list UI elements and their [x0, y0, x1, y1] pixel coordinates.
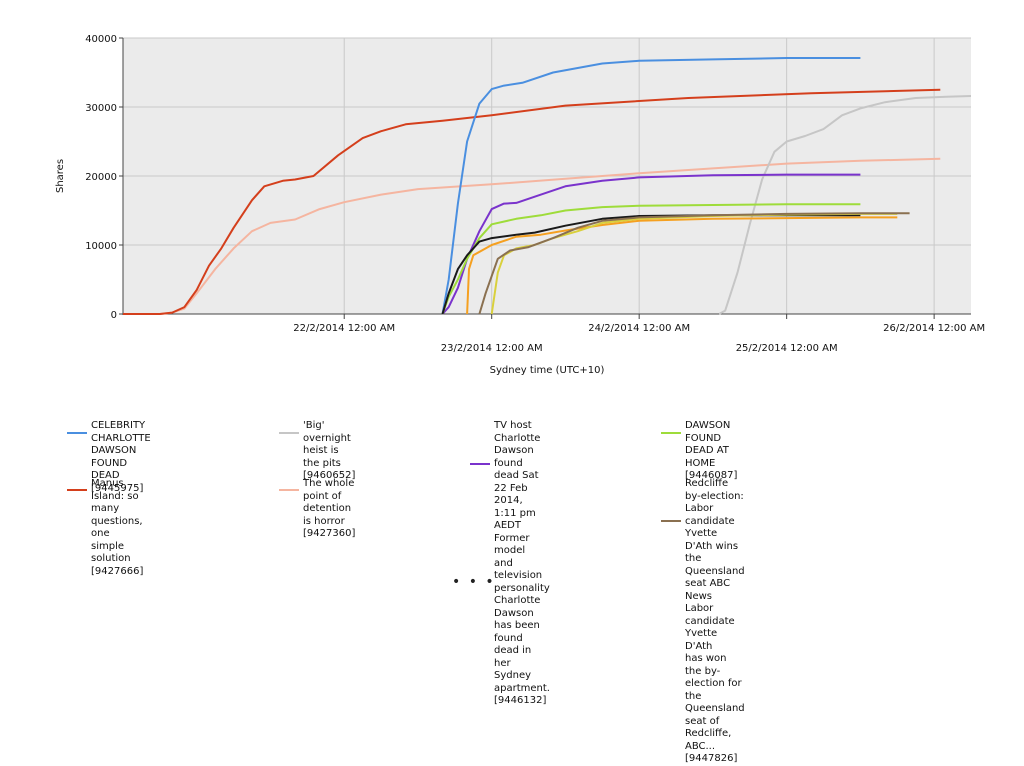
series-line-0[interactable] — [441, 57, 861, 315]
legend-swatch — [279, 432, 299, 434]
legend-swatch — [279, 489, 299, 491]
y-tick-label: 20000 — [85, 172, 117, 183]
y-tick-label: 10000 — [85, 241, 117, 252]
y-axis-title: Shares — [55, 159, 66, 193]
legend-swatch — [470, 463, 490, 465]
x-tick-label: 26/2/2014 12:00 AM — [883, 323, 985, 334]
more-series-indicator[interactable]: • • • — [452, 574, 496, 590]
x-tick-label: 24/2/2014 12:00 AM — [588, 323, 690, 334]
x-tick-label: 22/2/2014 12:00 AM — [293, 323, 395, 334]
legend-swatch — [661, 432, 681, 434]
series-line-9[interactable] — [466, 216, 898, 315]
series-line-1[interactable] — [123, 88, 941, 315]
legend-label: 'Big' overnight heist is the pits [94606… — [303, 420, 356, 481]
legend-swatch — [661, 520, 681, 522]
legend-label: DAWSON FOUND DEAD AT HOME [9446087] — [685, 420, 738, 481]
y-tick-label: 0 — [111, 310, 117, 321]
legend-label: The whole point of detention is horror [… — [303, 478, 356, 539]
line-chart: 0 10000 20000 30000 40000 22/2/2014 12:00 AM 2… — [55, 34, 985, 376]
series-line-4[interactable] — [441, 173, 861, 315]
x-axis-title: Sydney time (UTC+10) — [490, 365, 605, 376]
y-tick-label: 30000 — [85, 103, 117, 114]
x-tick-label: 23/2/2014 12:00 AM — [441, 343, 543, 354]
series-group — [123, 57, 971, 315]
legend-label: Manus Island: so many questions, one sim… — [91, 478, 144, 577]
legend-label: CELEBRITY CHARLOTTE DAWSON FOUND DEAD [9… — [91, 420, 151, 494]
legend-swatch — [67, 489, 87, 491]
legend-swatch — [67, 432, 87, 434]
legend-label: Redcliffe by-election: Labor candidate Y… — [685, 478, 745, 764]
series-line-5[interactable] — [478, 212, 910, 315]
legend-label: TV host Charlotte Dawson found dead Sat … — [494, 420, 550, 706]
x-tick-label: 25/2/2014 12:00 AM — [736, 343, 838, 354]
y-tick-label: 40000 — [85, 34, 117, 45]
series-line-2[interactable] — [718, 95, 971, 315]
series-line-3[interactable] — [123, 157, 941, 315]
series-line-6[interactable] — [441, 203, 861, 315]
